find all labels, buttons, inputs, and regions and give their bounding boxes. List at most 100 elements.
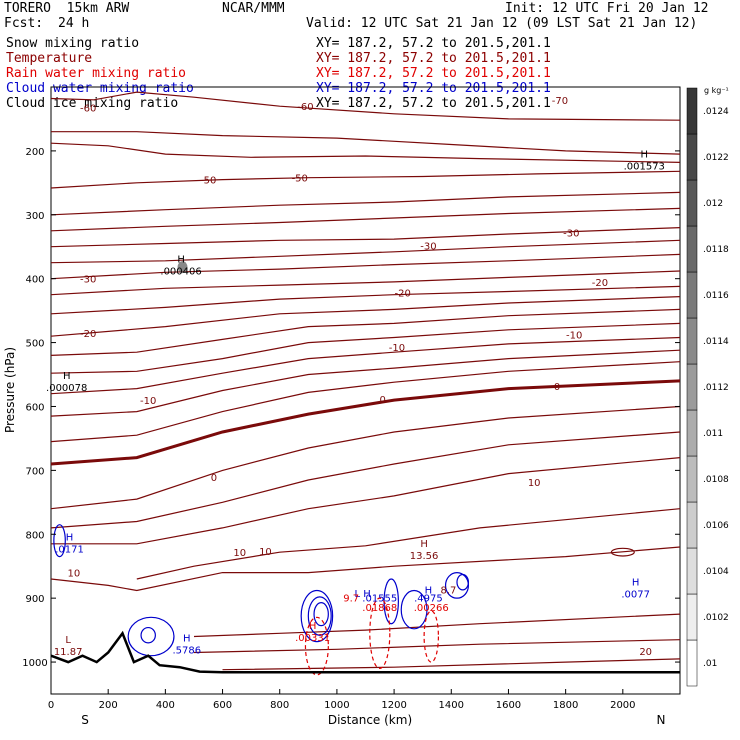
colorbar-swatch xyxy=(686,317,698,365)
extremum-value: .001573 xyxy=(624,161,665,172)
extremum-marker: H xyxy=(420,539,428,550)
cloud-contour xyxy=(307,596,332,636)
isotherm xyxy=(50,142,681,163)
isotherm xyxy=(50,296,681,337)
colorbar-tick-label: .012 xyxy=(703,199,723,209)
extremum-value: .000078 xyxy=(46,383,87,394)
x-tick-label: 600 xyxy=(213,700,232,711)
isotherm xyxy=(50,546,681,592)
isotherm-label: -50 xyxy=(292,174,308,185)
colorbar-swatch xyxy=(686,455,698,503)
extremum-marker: H xyxy=(309,621,317,632)
cluster-label: 8.7 xyxy=(440,586,456,597)
x-tick-label: 1000 xyxy=(324,700,349,711)
header-fcst-value: 24 h xyxy=(58,16,90,31)
cluster-label: L H xyxy=(355,589,371,600)
cloud-contour xyxy=(610,547,635,557)
x-axis: 0 200 400 600 800 1000 1200 1400 1600 1800 2000 xyxy=(48,689,636,711)
colorbar-swatch xyxy=(686,639,698,687)
x-axis-title: Distance (km) xyxy=(328,713,412,727)
extremum-value: .000406 xyxy=(160,267,201,278)
y-tick-label: 200 xyxy=(25,147,44,158)
isotherm-label: 10 xyxy=(233,548,246,559)
y-tick-label: 600 xyxy=(25,402,44,413)
rain-contour xyxy=(304,616,329,676)
isotherm xyxy=(51,131,681,155)
north-label: N xyxy=(657,713,666,727)
y-tick-label: 500 xyxy=(25,339,44,350)
cloud-contour xyxy=(53,524,66,558)
colorbar-tick-label: .0124 xyxy=(703,107,729,117)
header-center: NCAR/MMM xyxy=(222,1,285,16)
y-tick-label: 700 xyxy=(25,466,44,477)
isotherm-label: 0 xyxy=(554,382,560,393)
field-cloud-water-xy: XY= 187.2, 57.2 to 201.5,201.1 xyxy=(316,81,551,96)
isotherm xyxy=(50,91,681,121)
x-tick-label: 200 xyxy=(99,700,118,711)
isotherm-label: 10 xyxy=(68,569,81,580)
field-temperature-xy: XY= 187.2, 57.2 to 201.5,201.1 xyxy=(316,51,551,66)
isotherm xyxy=(136,508,681,580)
contour-labels: -60 -60 -70 -50 -50 -30 -30 -30 -20 -20 -20 -10 -10 -… xyxy=(46,96,665,658)
colorbar-swatch xyxy=(686,363,698,411)
header-valid: Valid: 12 UTC Sat 21 Jan 12 (09 LST Sat … xyxy=(306,16,698,31)
isotherm xyxy=(50,207,681,232)
isotherm xyxy=(193,639,681,654)
colorbar-swatch xyxy=(686,133,698,181)
isotherm-label: -50 xyxy=(200,176,216,187)
x-tick-label: 400 xyxy=(156,700,175,711)
colorbar-tick-label: .0118 xyxy=(703,245,729,255)
isotherm xyxy=(50,253,681,280)
terrain-line xyxy=(50,630,680,674)
isotherm xyxy=(50,308,681,356)
extremum-marker: H xyxy=(183,634,191,645)
x-tick-label: 0 xyxy=(48,700,54,711)
colorbar-swatch xyxy=(686,87,698,135)
colorbar-tick-label: .0108 xyxy=(703,475,729,485)
isotherm xyxy=(222,658,681,671)
isotherm-label: -20 xyxy=(592,278,608,289)
isotherm-label: 0 xyxy=(379,395,385,406)
isotherm xyxy=(51,457,681,545)
isotherm xyxy=(50,170,681,189)
isotherm-label: -30 xyxy=(563,229,579,240)
plot-frame xyxy=(50,86,681,695)
terrain-profile xyxy=(50,630,680,674)
isotherm xyxy=(50,270,681,296)
extremum-value: .0171 xyxy=(55,545,84,556)
isotherm xyxy=(50,431,681,529)
colorbar-swatch xyxy=(686,409,698,457)
cluster-label: .4975 xyxy=(414,593,443,604)
cloud-water-contours xyxy=(53,261,635,676)
colorbar-swatch xyxy=(686,225,698,273)
cluster-label: H xyxy=(425,586,433,597)
isotherm xyxy=(50,239,681,264)
snow-maximum xyxy=(177,261,188,274)
cloud-contour xyxy=(400,589,428,630)
colorbar-tick-label: .0122 xyxy=(703,153,729,163)
extremum-marker: L xyxy=(65,635,71,646)
colorbar-tick-label: .0116 xyxy=(703,291,729,301)
cluster-label: .01868 xyxy=(362,603,397,614)
header-model: TORERO 15km ARW xyxy=(4,1,130,16)
cluster-label: .00266 xyxy=(414,603,449,614)
field-temperature: Temperature xyxy=(6,51,93,66)
isotherm-label: -30 xyxy=(80,275,96,286)
cluster-label: 9.7 xyxy=(343,593,359,604)
colorbar-swatch xyxy=(686,593,698,641)
colorbar: .01 .0102 .0104 .0106 .0108 .011 .0112 .0114 .01… xyxy=(686,87,729,687)
cluster-label: .01555 xyxy=(362,593,397,604)
isotherm xyxy=(50,191,681,216)
isotherm-label: 10 xyxy=(259,547,272,558)
y-tick-label: 1000 xyxy=(22,658,47,669)
x-tick-label: 2000 xyxy=(610,700,635,711)
x-tick-label: 1200 xyxy=(381,700,406,711)
y-tick-label: 300 xyxy=(25,211,44,222)
colorbar-swatch xyxy=(686,547,698,595)
extremum-value: .5786 xyxy=(172,646,201,657)
cloud-contour xyxy=(140,626,156,644)
isotherm xyxy=(50,336,681,395)
cloud-contour xyxy=(456,573,470,591)
